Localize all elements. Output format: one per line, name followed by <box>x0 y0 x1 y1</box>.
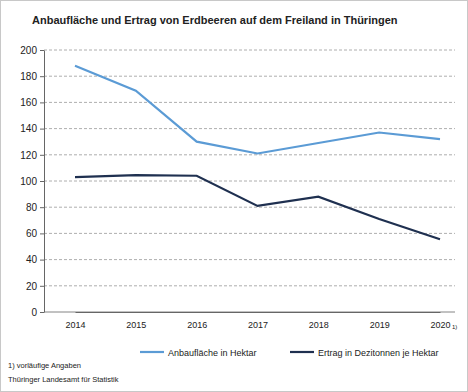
y-tick: 80 <box>26 202 44 213</box>
grid-line <box>44 207 455 208</box>
y-tick: 160 <box>20 97 44 108</box>
y-tick-label: 160 <box>20 97 37 108</box>
grid-line <box>44 102 455 103</box>
y-tick-mark <box>40 233 44 234</box>
x-tick-label: 2015 <box>126 320 146 330</box>
y-axis-line <box>44 51 45 313</box>
y-tick: 200 <box>20 45 44 56</box>
y-tick-label: 180 <box>20 71 37 82</box>
y-tick: 60 <box>26 228 44 239</box>
y-tick: 120 <box>20 150 44 161</box>
y-tick-label: 20 <box>26 281 38 292</box>
x-tick: 2019 <box>370 312 390 330</box>
grid-line <box>44 312 455 313</box>
y-tick-mark <box>40 50 44 51</box>
legend-label: Ertrag in Dezitonnen je Hektar <box>318 348 439 358</box>
lines <box>75 66 440 240</box>
y-tick-mark <box>40 76 44 77</box>
frame <box>1 1 468 392</box>
y-tick-mark <box>40 181 44 182</box>
footnote: Thüringer Landesamt für Statistik <box>8 375 119 384</box>
x-tick: 2015 <box>126 312 146 330</box>
chart: Anbaufläche und Ertrag von Erdbeeren auf… <box>0 0 468 392</box>
y-tick-label: 60 <box>26 228 38 239</box>
x-tick-label: 2020 <box>430 320 450 330</box>
x-tick: 2016 <box>187 312 207 330</box>
x-tick-label: 2017 <box>248 320 268 330</box>
y-tick-mark <box>40 102 44 103</box>
y-tick-label: 120 <box>20 150 37 161</box>
y-tick: 140 <box>20 123 44 134</box>
y-tick-label: 80 <box>26 202 38 213</box>
x-tick: 2017 <box>248 312 268 330</box>
y-tick-label: 140 <box>20 123 37 134</box>
x-tick: 2014 <box>65 312 85 330</box>
x-tick: 2020 <box>430 312 450 330</box>
y-tick-label: 40 <box>26 254 38 265</box>
y-tick: 100 <box>20 176 44 187</box>
y-tick-mark <box>40 286 44 287</box>
grid-line <box>44 181 455 182</box>
y-tick-mark <box>40 260 44 261</box>
grid-line <box>44 76 455 77</box>
grid-line <box>44 154 455 155</box>
y-tick-label: 100 <box>20 176 37 187</box>
y-tick: 180 <box>20 71 44 82</box>
y-tick-mark <box>40 312 44 313</box>
footnote-marker: 1) <box>452 324 457 330</box>
grid-line <box>44 233 455 234</box>
y-tick-label: 0 <box>31 307 37 318</box>
footnote: 1) vorläufige Angaben <box>8 361 81 370</box>
series-line <box>75 66 440 154</box>
grid-line <box>44 50 455 51</box>
x-tick-label: 2014 <box>65 320 85 330</box>
legend-label: Anbaufläche in Hektar <box>168 348 257 358</box>
grid-line <box>44 128 455 129</box>
grid <box>44 50 455 312</box>
x-tick-label: 2019 <box>370 320 390 330</box>
x-axis-line <box>76 312 441 313</box>
y-axis: 0 20 40 60 80 100 120 140 160 180 200 <box>20 45 44 318</box>
legend-swatch <box>140 351 164 353</box>
x-tick-label: 2016 <box>187 320 207 330</box>
grid-line <box>44 285 455 286</box>
x-tick-label: 2018 <box>309 320 329 330</box>
x-axis: 2014 2015 2016 2017 2018 2019 2020 <box>65 312 450 330</box>
series-line <box>75 175 440 239</box>
grid-line <box>44 259 455 260</box>
title: Anbaufläche und Ertrag von Erdbeeren auf… <box>32 14 398 26</box>
y-tick-mark <box>40 129 44 130</box>
legend-swatch <box>290 351 314 353</box>
y-tick: 0 <box>31 307 44 318</box>
y-tick-mark <box>40 155 44 156</box>
legend: Anbaufläche in Hektar Ertrag in Dezitonne… <box>140 348 439 358</box>
y-tick-mark <box>40 207 44 208</box>
y-tick: 40 <box>26 254 44 265</box>
y-tick-label: 200 <box>20 45 37 56</box>
x-tick: 2018 <box>309 312 329 330</box>
y-tick: 20 <box>26 281 44 292</box>
